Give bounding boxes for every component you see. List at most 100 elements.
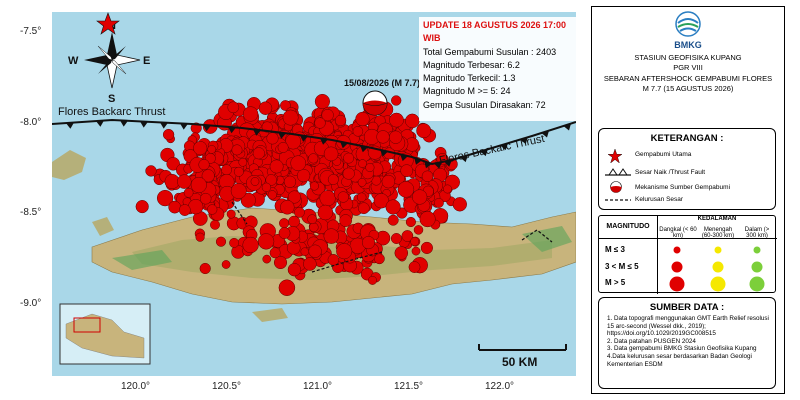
aftershock-point (238, 157, 248, 167)
aftershock-point (278, 227, 291, 239)
aftershock-point (166, 157, 180, 171)
lowland (112, 250, 172, 270)
aftershock-point (269, 159, 284, 174)
aftershock-point (327, 254, 340, 266)
aftershock-point (177, 174, 192, 189)
scale-label: 50 KM (502, 355, 537, 369)
aftershock-point (201, 169, 215, 183)
thrust-tooth (434, 162, 442, 169)
aftershock-point (221, 260, 231, 269)
region-name: PGR VIII (673, 63, 703, 72)
thrust-tooth (160, 122, 168, 129)
aftershock-point (280, 100, 291, 111)
aftershock-point (361, 236, 376, 250)
aftershock-point (267, 190, 277, 200)
depth-col-deep: Dalam (> 300 km) (744, 227, 770, 239)
map-title-line2: M 7.7 (15 AGUSTUS 2026) (642, 84, 734, 93)
info-box: UPDATE 18 AGUSTUS 2026 17:00 WIB Total G… (419, 17, 576, 121)
aftershock-point (385, 199, 401, 215)
min-magnitude: Magnitudo Terkecil: 1.3 (423, 73, 516, 84)
legend-item-mechanism: Mekanisme Sumber Gempabumi (635, 184, 731, 191)
lon-label: 121.5° (394, 381, 424, 392)
legend-item-lineament: Kelurusan Sesar (635, 196, 684, 203)
lon-label: 120.5° (212, 381, 242, 392)
aftershock-point (419, 211, 436, 228)
thrust-tooth (140, 121, 148, 128)
aftershock-point (376, 130, 390, 144)
lat-label: -8.5° (20, 207, 42, 218)
thrust-tooth (300, 135, 308, 142)
fault-lineament (231, 201, 248, 225)
aftershock-point (287, 190, 301, 204)
aftershock-point (391, 95, 402, 106)
aftershock-point (282, 109, 299, 126)
aftershock-point (308, 153, 319, 164)
aftershock-point (387, 214, 399, 226)
aftershock-point (307, 214, 318, 225)
bmkg-logo-icon (675, 11, 701, 37)
aftershock-point (421, 170, 434, 183)
thrust-fault-teeth (66, 120, 571, 169)
aftershock-point (303, 257, 317, 271)
thrust-tooth (424, 161, 432, 169)
aftershock-point (433, 197, 444, 208)
aftershock-point (193, 141, 208, 156)
focal-mechanism-beachball (362, 90, 388, 116)
aftershock-point (266, 132, 279, 145)
aftershock-point (336, 243, 353, 260)
org-name: BMKG (674, 40, 702, 50)
aftershock-point (183, 187, 194, 198)
aftershock-point (226, 209, 236, 219)
lowland (522, 226, 572, 252)
thrust-tooth (400, 154, 408, 162)
thrust-tooth (253, 129, 261, 136)
aftershock-point (287, 263, 302, 277)
sumber-data-box: SUMBER DATA : 1. Data topografi mengguna… (598, 297, 776, 389)
table-header-kedalaman: KEDALAMAN (697, 216, 737, 222)
source-item: 3. Data gempabumi BMKG Stasiun Geofisika… (607, 345, 757, 353)
aftershock-point (381, 174, 396, 189)
aftershock-point (342, 167, 355, 180)
aftershock-point (452, 197, 467, 212)
lon-label: 122.0° (485, 381, 515, 392)
aftershock-point (339, 214, 352, 227)
aftershock-point (269, 247, 281, 259)
thrust-tooth (278, 132, 286, 139)
sumber-title: SUMBER DATA : (649, 302, 725, 313)
aftershock-point (290, 155, 307, 172)
compass-s: S (108, 93, 115, 105)
mag-row-1: M ≤ 3 (605, 245, 625, 254)
aftershock-point (321, 108, 334, 122)
thrust-tooth (360, 145, 368, 153)
aftershock-point (221, 164, 233, 176)
aftershock-point (265, 174, 277, 186)
thrust-tooth (120, 120, 128, 127)
mainshock-label: 15/08/2026 (M 7.7) (344, 78, 420, 88)
thrust-tooth (320, 138, 328, 145)
aftershock-point (443, 184, 452, 194)
aftershock-points (135, 93, 467, 296)
beachball-legend-icon (610, 181, 622, 193)
lineament-legend-icon (605, 199, 631, 201)
aftershock-point (314, 93, 330, 110)
lat-label: -7.5° (20, 26, 42, 37)
thrust-tooth (340, 141, 348, 149)
update-text: UPDATE 18 AGUSTUS 2026 17:00 WIB (423, 20, 567, 44)
thrust-tooth (444, 160, 452, 167)
aftershock-point (242, 106, 259, 122)
aftershock-point (286, 241, 301, 255)
legend-panel: BMKG STASIUN GEOFISIKA KUPANG PGR VIII S… (591, 6, 785, 394)
aftershock-point (337, 191, 349, 203)
aftershock-point (162, 128, 175, 141)
lon-label: 121.0° (303, 381, 333, 392)
thrust-tooth (203, 124, 211, 132)
total-aftershocks: Total Gempabumi Susulan : 2403 (423, 46, 557, 57)
aftershock-point (178, 204, 191, 216)
legend-item-mainshock: Gempabumi Utama (635, 151, 692, 158)
aftershock-point (261, 182, 272, 192)
thrust-tooth (228, 126, 236, 134)
fault-label: Flores Backarc Thrust (58, 106, 165, 118)
aftershock-point (240, 192, 256, 208)
mag-ge5-count: Magnitudo M >= 5: 24 (423, 86, 511, 97)
aftershock-point (323, 146, 339, 162)
